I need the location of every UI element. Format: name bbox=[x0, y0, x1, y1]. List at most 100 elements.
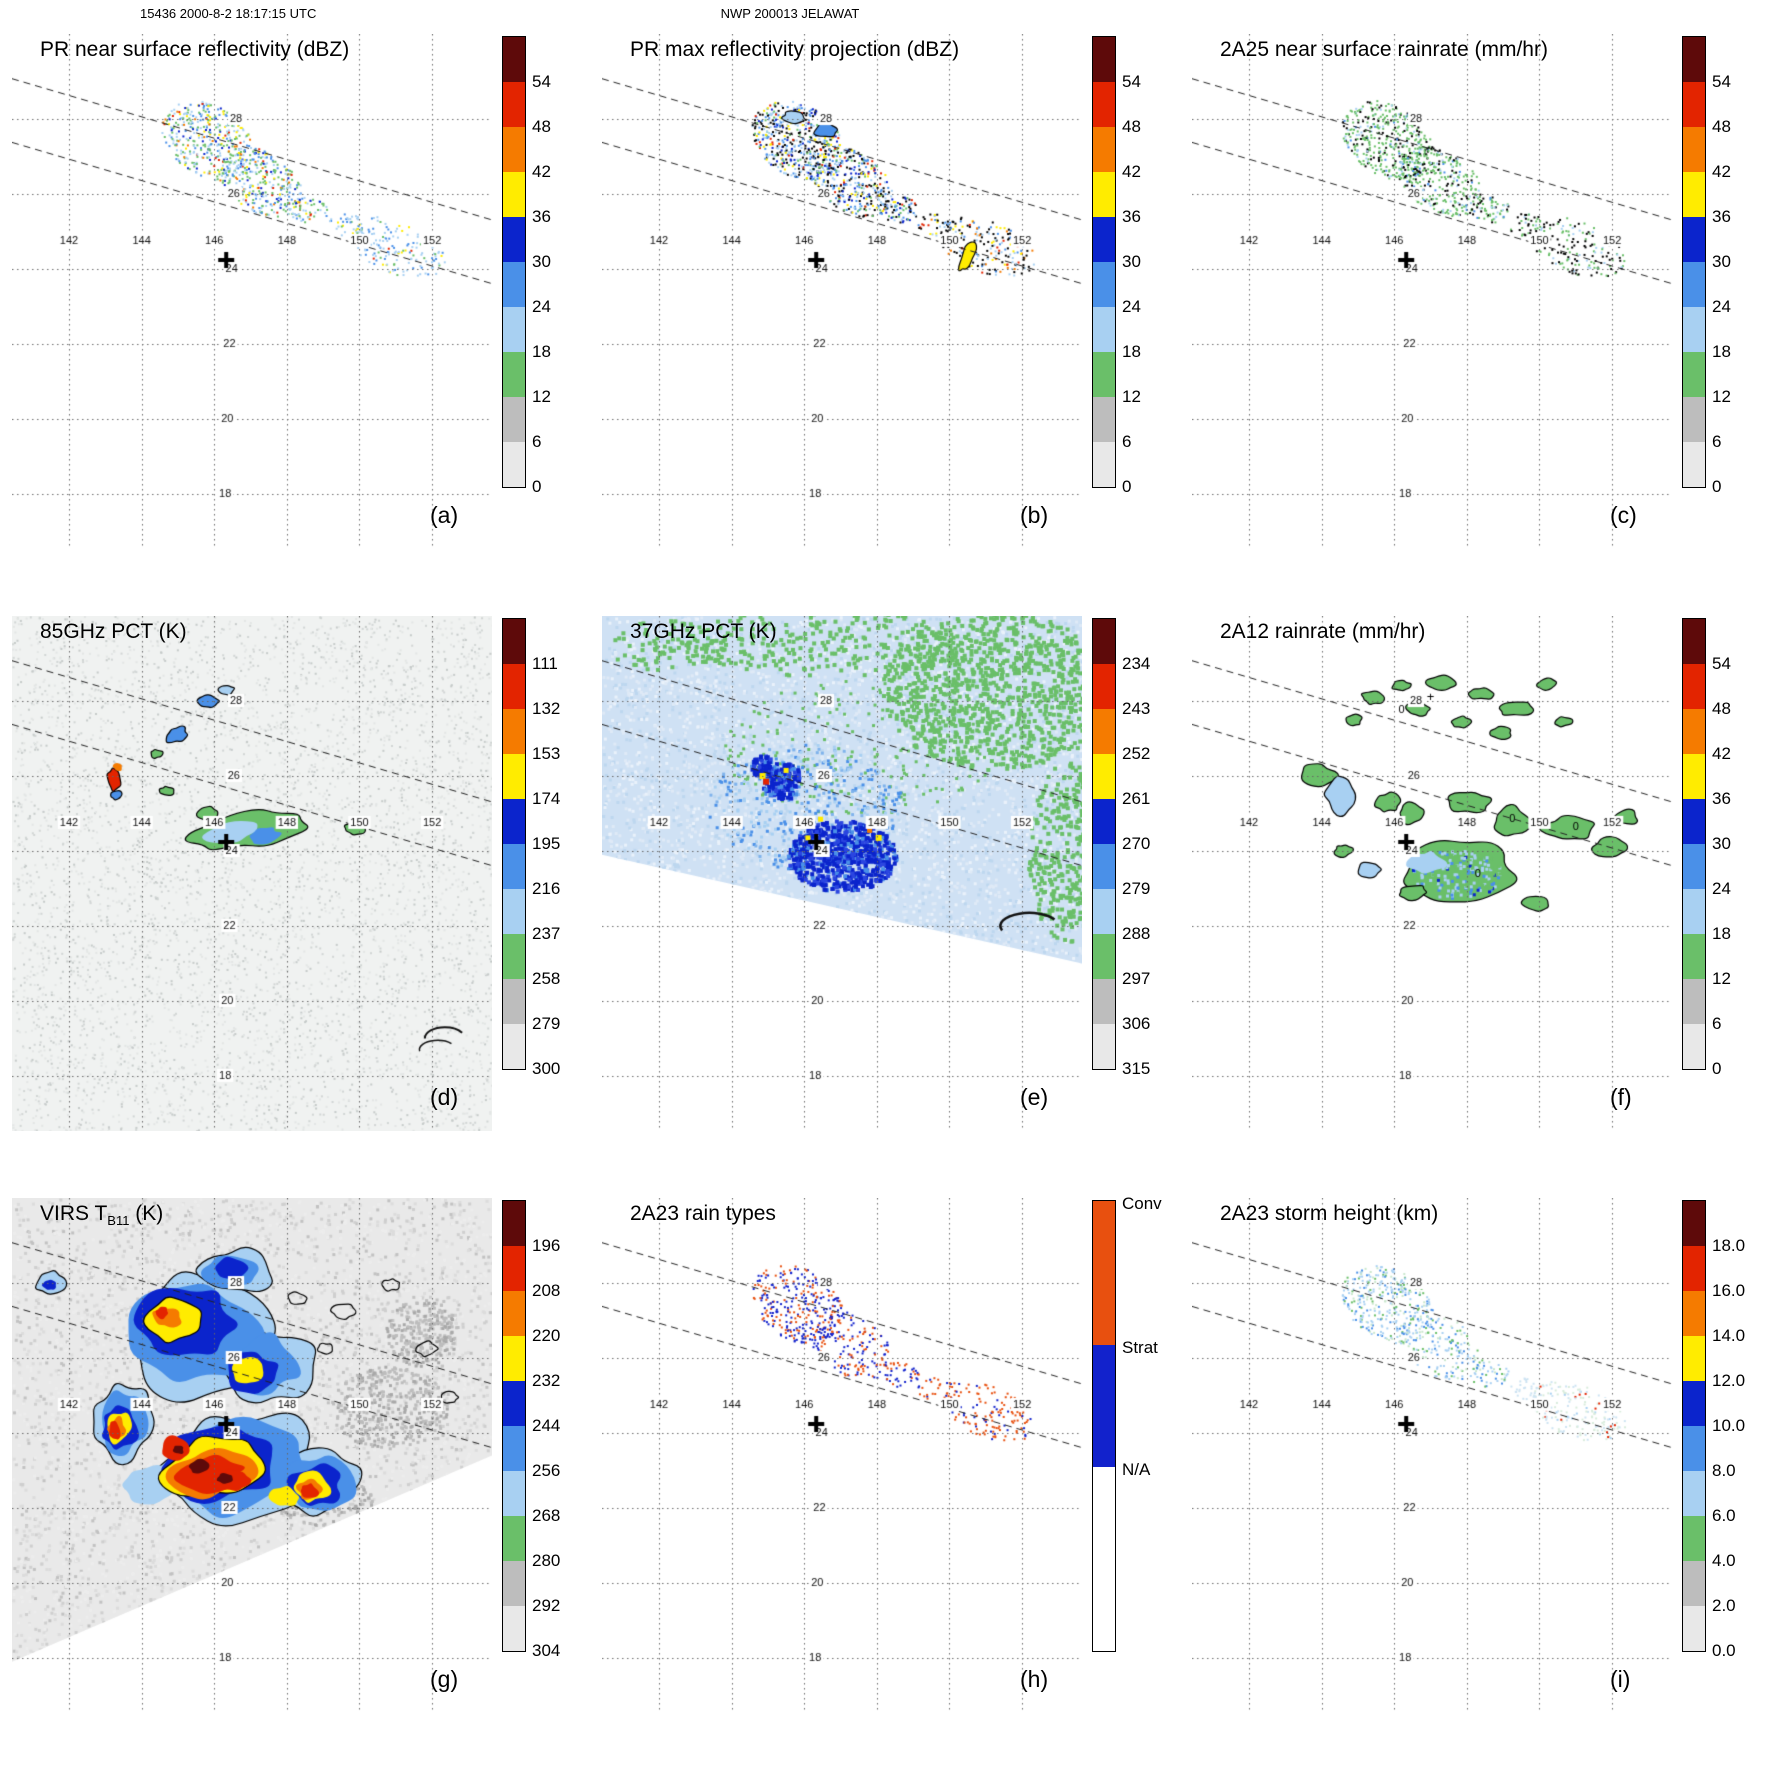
panel-letter-e: (e) bbox=[1020, 1084, 1049, 1110]
colorbar-segment bbox=[503, 1426, 525, 1471]
colorbar-tick-label: 153 bbox=[532, 744, 561, 763]
colorbar-tick-label: 30 bbox=[1712, 834, 1731, 853]
colorbar-tick-label: 48 bbox=[532, 117, 551, 136]
panel-title-main: PR near surface reflectivity (dBZ) bbox=[40, 38, 350, 61]
colorbar-tick-label: 16.0 bbox=[1712, 1281, 1746, 1300]
colorbar-segment bbox=[503, 1516, 525, 1561]
colorbar-segment bbox=[1683, 754, 1705, 799]
colorbar-segment bbox=[503, 1561, 525, 1606]
colorbar-tick-label: 42 bbox=[532, 162, 551, 181]
colorbar-tick-label: 232 bbox=[532, 1371, 561, 1390]
colorbar-label-na: N/A bbox=[1122, 1459, 1151, 1479]
colorbar-segment bbox=[1683, 397, 1705, 442]
colorbar-segment bbox=[503, 217, 525, 262]
map-canvas-a bbox=[12, 34, 492, 549]
colorbar-segment bbox=[503, 934, 525, 979]
colorbar-tick-label: 216 bbox=[532, 879, 561, 898]
colorbar-segment bbox=[1093, 442, 1115, 487]
colorbar-segment bbox=[1683, 1516, 1705, 1561]
colorbar-tick-label: 42 bbox=[1122, 162, 1141, 181]
colorbar-tick-label: 256 bbox=[532, 1461, 561, 1480]
colorbar-tick-label: 54 bbox=[1122, 72, 1141, 91]
colorbar-dbz-a bbox=[502, 36, 526, 488]
colorbar-segment bbox=[1093, 82, 1115, 127]
colorbar-segment bbox=[1683, 1201, 1705, 1246]
panel-title-i: 2A23 storm height (km) bbox=[1220, 1202, 1438, 1228]
colorbar-dbz-c bbox=[1682, 36, 1706, 488]
map-canvas-h bbox=[602, 1198, 1082, 1713]
colorbar-tick-label: 14.0 bbox=[1712, 1326, 1746, 1345]
colorbar-segment bbox=[1093, 1201, 1115, 1345]
panel-f: 2A12 rainrate (mm/hr) (f) 54 48 42 36 30 24 18 12… bbox=[1184, 608, 1770, 1186]
panel-title-a: PR near surface reflectivity (dBZ) bbox=[40, 38, 349, 64]
colorbar-segment bbox=[1683, 889, 1705, 934]
colorbar-tick-label: 243 bbox=[1122, 699, 1151, 718]
colorbar-segment bbox=[503, 127, 525, 172]
colorbar-segment bbox=[1683, 352, 1705, 397]
panel-title-b: PR max reflectivity projection (dBZ) bbox=[630, 38, 959, 64]
panel-a: PR near surface reflectivity (dBZ) (a) 54 4… bbox=[4, 26, 590, 604]
colorbar-segment bbox=[1093, 172, 1115, 217]
colorbar-segment bbox=[1093, 127, 1115, 172]
colorbar-tick-label: 0 bbox=[532, 477, 542, 496]
colorbar-tick-label: 10.0 bbox=[1712, 1416, 1746, 1435]
map-canvas-c bbox=[1192, 34, 1672, 549]
colorbar-segment bbox=[1683, 709, 1705, 754]
colorbar-tick-label: 268 bbox=[532, 1506, 561, 1525]
panel-letter-f: (f) bbox=[1610, 1084, 1632, 1110]
colorbar-segment bbox=[1683, 979, 1705, 1024]
colorbar-segment bbox=[1093, 352, 1115, 397]
colorbar-tick-label: 18 bbox=[532, 342, 551, 361]
colorbar-segment bbox=[1683, 1246, 1705, 1291]
colorbar-tick-label: 12 bbox=[532, 387, 551, 406]
colorbar-segment bbox=[503, 442, 525, 487]
panel-title-main: 2A23 rain types bbox=[630, 1202, 776, 1225]
colorbar-segment bbox=[1683, 262, 1705, 307]
colorbar-tick-label: 8.0 bbox=[1712, 1461, 1736, 1480]
colorbar-segment bbox=[503, 754, 525, 799]
colorbar-tick-label: 0 bbox=[1712, 1059, 1722, 1078]
colorbar-tick-label: 18 bbox=[1712, 342, 1731, 361]
colorbar-tick-label: 297 bbox=[1122, 969, 1151, 988]
colorbar-tick-label: 6 bbox=[1122, 432, 1132, 451]
panel-title-main: 2A12 rainrate (mm/hr) bbox=[1220, 620, 1426, 643]
colorbar-segment bbox=[503, 844, 525, 889]
colorbar-segment bbox=[1683, 619, 1705, 664]
panel-title-subscript: B11 bbox=[107, 1213, 130, 1228]
colorbar-tick-label: 30 bbox=[532, 252, 551, 271]
colorbar-tick-label: 54 bbox=[532, 72, 551, 91]
colorbar-segment bbox=[1093, 1024, 1115, 1069]
colorbar-segment bbox=[1683, 217, 1705, 262]
colorbar-segment bbox=[1683, 307, 1705, 352]
colorbar-tick-label: 6 bbox=[1712, 1014, 1722, 1033]
colorbar-tick-label: 36 bbox=[1712, 789, 1731, 808]
colorbar-tick-label: 2.0 bbox=[1712, 1596, 1736, 1615]
colorbar-tick-label: 208 bbox=[532, 1281, 561, 1300]
panel-letter-d: (d) bbox=[430, 1084, 459, 1110]
colorbar-tick-label: 18.0 bbox=[1712, 1236, 1746, 1255]
colorbar-tick-label: 54 bbox=[1712, 72, 1731, 91]
colorbar-height-i bbox=[1682, 1200, 1706, 1652]
colorbar-segment bbox=[503, 1291, 525, 1336]
colorbar-segment bbox=[503, 979, 525, 1024]
colorbar-raintype-h bbox=[1092, 1200, 1116, 1652]
colorbar-tick-label: 24 bbox=[1712, 297, 1731, 316]
colorbar-tick-label: 315 bbox=[1122, 1059, 1151, 1078]
colorbar-tick-label: 12 bbox=[1712, 969, 1731, 988]
colorbar-segment bbox=[1683, 1426, 1705, 1471]
panel-title-f: 2A12 rainrate (mm/hr) bbox=[1220, 620, 1425, 646]
colorbar-segment bbox=[1093, 217, 1115, 262]
colorbar-tick-label: 279 bbox=[1122, 879, 1151, 898]
panel-letter-b: (b) bbox=[1020, 502, 1049, 528]
colorbar-tick-label: 234 bbox=[1122, 654, 1151, 673]
colorbar-segment bbox=[1093, 1466, 1115, 1651]
colorbar-tick-label: 196 bbox=[532, 1236, 561, 1255]
panel-title-main: 85GHz PCT (K) bbox=[40, 620, 187, 643]
map-canvas-d bbox=[12, 616, 492, 1131]
panel-title-main: 2A25 near surface rainrate (mm/hr) bbox=[1220, 38, 1548, 61]
colorbar-segment bbox=[1683, 844, 1705, 889]
colorbar-segment bbox=[503, 307, 525, 352]
colorbar-segment bbox=[503, 889, 525, 934]
colorbar-tick-label: 252 bbox=[1122, 744, 1151, 763]
